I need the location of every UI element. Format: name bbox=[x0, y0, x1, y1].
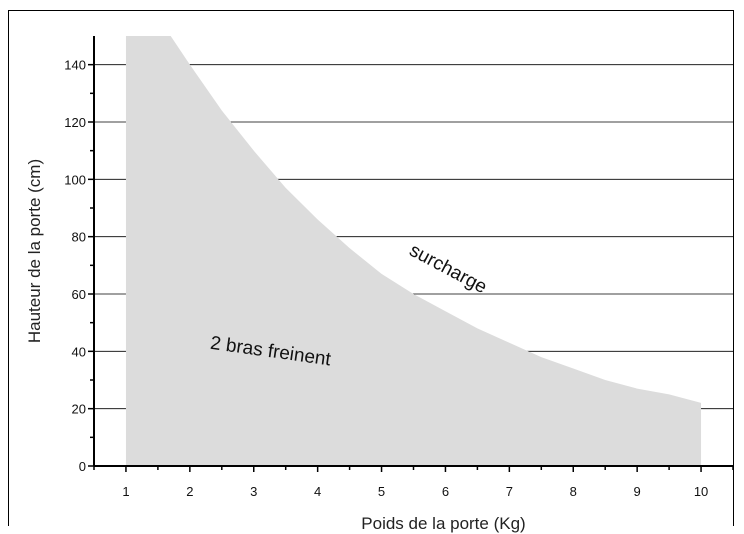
safe-region-area bbox=[125, 36, 702, 466]
y-axis-label: Hauteur de la porte (cm) bbox=[25, 159, 44, 343]
axes bbox=[88, 36, 734, 472]
y-tick-label-40: 40 bbox=[72, 344, 86, 359]
x-tick-label-10: 10 bbox=[694, 484, 708, 499]
x-tick-label-3: 3 bbox=[250, 484, 257, 499]
chart-frame bbox=[8, 10, 734, 526]
annotation-0: surcharge bbox=[406, 240, 490, 298]
x-axis-label: Poids de la porte (Kg) bbox=[361, 514, 525, 533]
x-tick-label-2: 2 bbox=[186, 484, 193, 499]
x-tick-label-7: 7 bbox=[506, 484, 513, 499]
x-tick-label-9: 9 bbox=[634, 484, 641, 499]
y-tick-label-0: 0 bbox=[79, 459, 86, 474]
x-tick-label-4: 4 bbox=[314, 484, 321, 499]
x-tick-label-6: 6 bbox=[442, 484, 449, 499]
y-tick-label-140: 140 bbox=[64, 58, 86, 73]
y-tick-label-100: 100 bbox=[64, 172, 86, 187]
y-tick-label-80: 80 bbox=[72, 230, 86, 245]
y-tick-label-120: 120 bbox=[64, 115, 86, 130]
x-tick-label-5: 5 bbox=[378, 484, 385, 499]
x-tick-label-8: 8 bbox=[570, 484, 577, 499]
y-tick-label-60: 60 bbox=[72, 287, 86, 302]
x-tick-label-1: 1 bbox=[122, 484, 129, 499]
y-tick-label-20: 20 bbox=[72, 402, 86, 417]
